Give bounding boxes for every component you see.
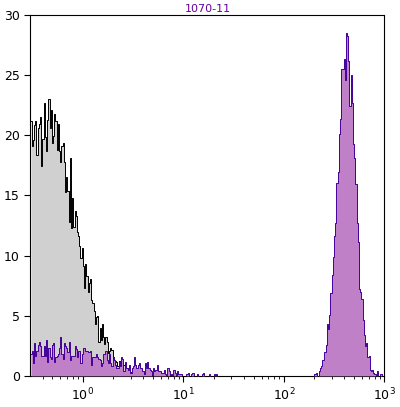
Title: 1070-11: 1070-11 xyxy=(184,4,230,14)
